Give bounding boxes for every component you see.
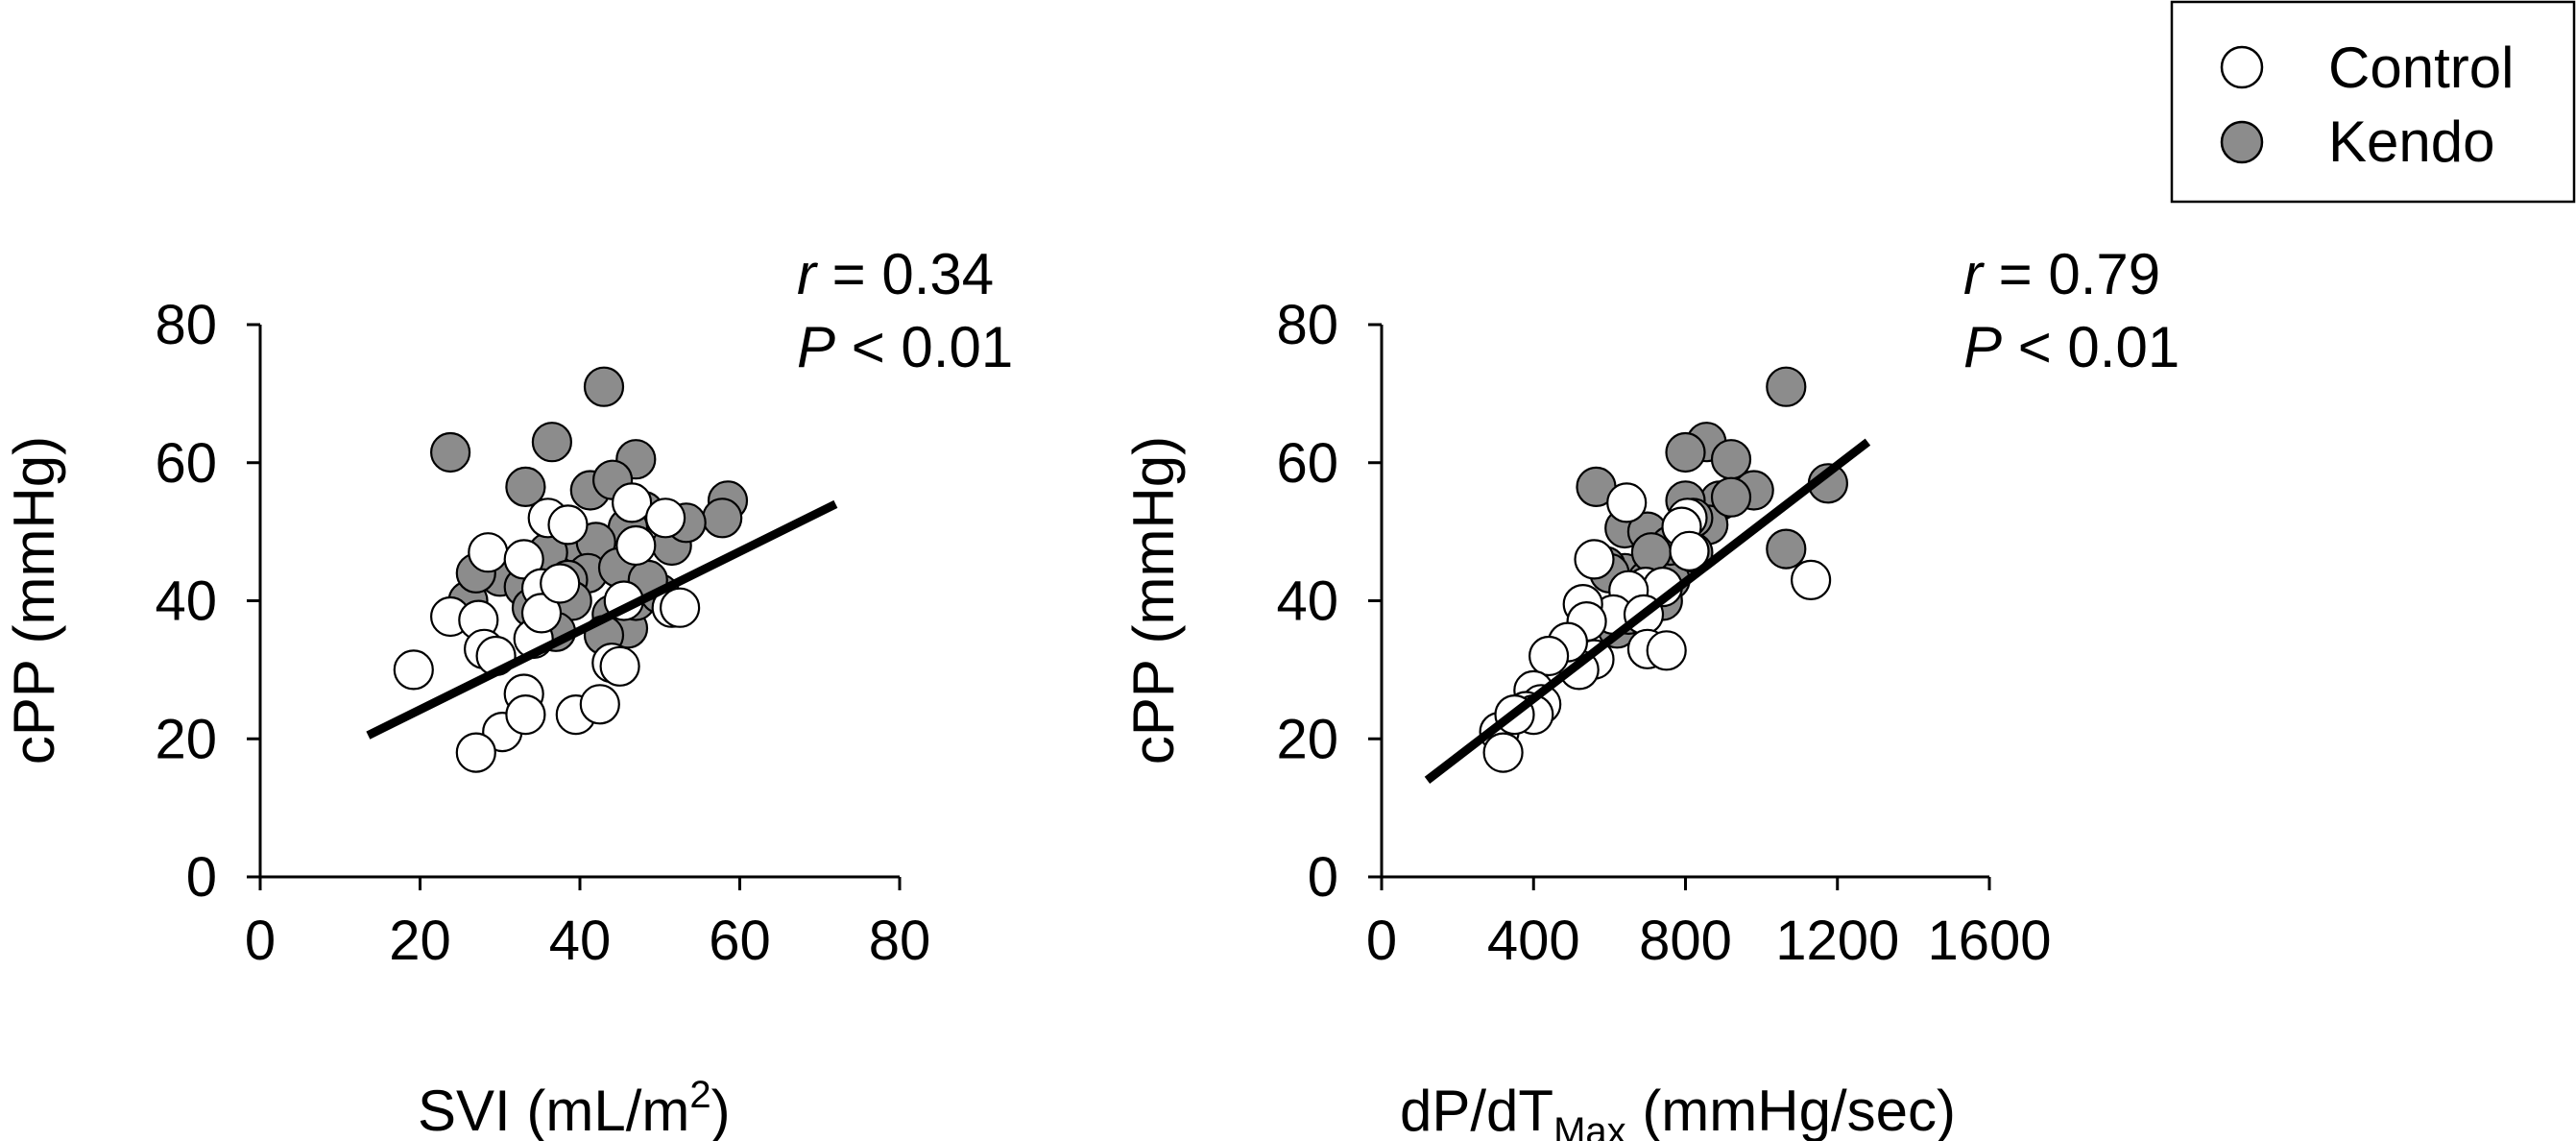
x-tick-label: 1600 — [1927, 910, 2051, 972]
control-point — [1528, 635, 1570, 677]
scatter-panel-dpdt: 0 20 40 60 80 0 400 800 1200 1600 cPP (mmHg) dP/… — [1121, 242, 2179, 1141]
kendo-point — [1710, 476, 1752, 518]
control-point — [547, 504, 589, 546]
control-point — [540, 563, 581, 604]
y-tick-label: 40 — [1276, 570, 1338, 633]
control-point — [659, 587, 701, 628]
plot-area-svi — [366, 366, 838, 773]
p-value: P < 0.01 — [797, 315, 1013, 379]
x-axis-label: SVI (mL/m2) — [418, 1074, 731, 1141]
legend-label-kendo: Kendo — [2328, 109, 2495, 174]
correlation-r: r = 0.34 — [797, 242, 994, 306]
x-axis-label: dP/dTMax (mmHg/sec) — [1400, 1079, 1956, 1141]
control-point — [455, 732, 496, 773]
x-tick-label: 0 — [1366, 910, 1397, 972]
y-tick-label: 80 — [155, 294, 217, 356]
control-point — [579, 684, 620, 725]
kendo-point — [505, 466, 546, 507]
y-tick-label: 60 — [155, 432, 217, 495]
y-tick-label: 80 — [1276, 294, 1338, 356]
control-point — [615, 524, 657, 567]
y-ticks-svi: 0 20 40 60 80 — [155, 294, 260, 909]
kendo-point — [531, 422, 573, 463]
x-tick-label: 400 — [1487, 910, 1580, 972]
control-point — [1790, 559, 1832, 601]
control-point — [468, 532, 509, 573]
y-axis-label: cPP (mmHg) — [1121, 436, 1186, 765]
y-axis-label: cPP (mmHg) — [2, 436, 66, 765]
regression-line — [1424, 438, 1871, 784]
x-tick-label: 80 — [869, 910, 931, 972]
control-point — [1669, 530, 1710, 571]
legend-marker-kendo — [2220, 120, 2264, 164]
kendo-point — [702, 498, 743, 539]
y-tick-label: 0 — [1308, 846, 1338, 909]
kendo-point — [1665, 431, 1706, 473]
control-point — [520, 593, 563, 634]
legend: Control Kendo — [2170, 0, 2576, 204]
control-point — [1482, 732, 1524, 773]
y-tick-label: 20 — [155, 708, 217, 770]
x-ticks-svi: 0 20 40 60 80 — [245, 877, 930, 972]
control-point — [599, 645, 640, 687]
plot-area-dpdt — [1424, 366, 1871, 784]
kendo-point — [1766, 366, 1807, 407]
control-point — [1606, 482, 1648, 523]
legend-label-control: Control — [2328, 36, 2514, 100]
x-tick-label: 60 — [709, 910, 771, 972]
kendo-point — [430, 431, 471, 473]
correlation-r: r = 0.79 — [1963, 242, 2160, 306]
x-tick-label: 20 — [389, 910, 451, 972]
y-tick-label: 0 — [186, 846, 217, 909]
x-tick-label: 800 — [1639, 910, 1732, 972]
kendo-point — [583, 366, 625, 407]
p-value: P < 0.01 — [1963, 315, 2179, 379]
control-point — [644, 498, 686, 539]
y-tick-label: 40 — [155, 570, 217, 633]
x-ticks-dpdt: 0 400 800 1200 1600 — [1366, 877, 2052, 972]
control-point — [1574, 539, 1615, 580]
scatter-panel-svi: 0 20 40 60 80 0 20 40 60 80 cPP (mmHg) SVI (mL/m… — [2, 242, 1013, 1141]
legend-box — [2170, 0, 2576, 204]
legend-marker-control — [2220, 45, 2264, 89]
x-tick-label: 40 — [549, 910, 612, 972]
control-point — [611, 482, 653, 523]
kendo-point — [1630, 532, 1673, 573]
kendo-point — [1766, 528, 1807, 570]
control-point — [1646, 630, 1687, 671]
y-tick-label: 60 — [1276, 432, 1338, 495]
x-tick-label: 0 — [245, 910, 276, 972]
x-tick-label: 1200 — [1775, 910, 1899, 972]
control-point — [393, 649, 434, 691]
regression-line — [366, 499, 838, 740]
control-point — [505, 693, 546, 736]
y-tick-label: 20 — [1276, 708, 1338, 770]
y-ticks-dpdt: 0 20 40 60 80 — [1276, 294, 1382, 909]
